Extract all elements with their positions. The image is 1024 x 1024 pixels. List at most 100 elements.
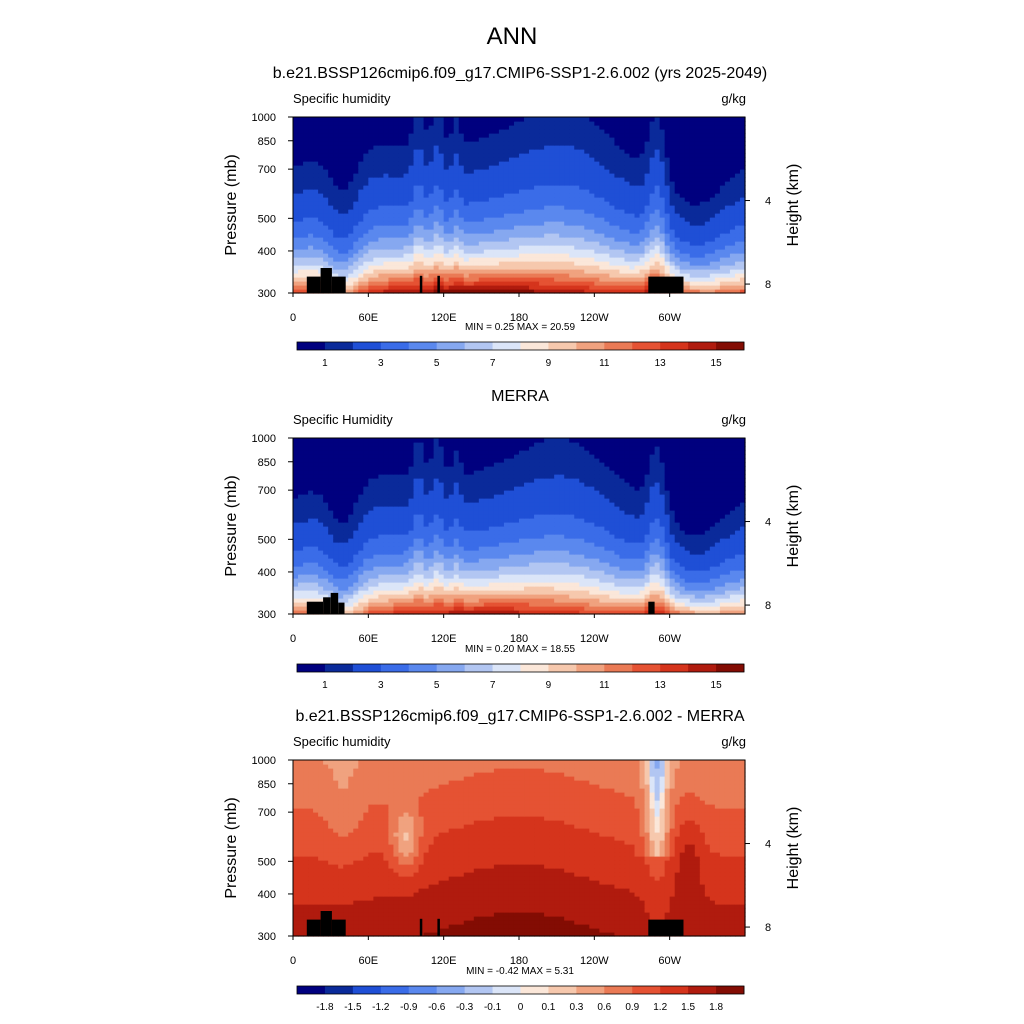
heatmap-cell [343,149,349,154]
heatmap-cell [544,193,550,198]
heatmap-cell [483,289,490,294]
heatmap-cell [694,233,701,238]
heatmap-cell [333,141,339,146]
heatmap-cell [574,586,580,591]
x-tick-label: 60W [658,312,681,324]
heatmap-cell [719,161,726,166]
heatmap-cell [483,125,490,130]
heatmap-cell [473,225,480,230]
heatmap-cell [679,586,686,591]
heatmap-cell [684,153,691,158]
heatmap-cell [574,157,580,162]
heatmap-cell [473,189,480,194]
heatmap-cell [508,257,515,262]
heatmap-cell [634,289,641,294]
heatmap-cell [423,285,430,290]
heatmap-cell [689,169,696,174]
heatmap-cell [674,253,681,258]
heatmap-cell [664,610,671,615]
heatmap-cell [639,598,646,603]
heatmap-cell [293,161,299,166]
heatmap-cell [433,289,440,294]
heatmap-cell [413,145,420,150]
heatmap-cell [639,177,646,182]
heatmap-cell [694,125,701,130]
heatmap-cell [544,598,550,603]
heatmap-cell [293,185,299,190]
heatmap-cell [463,241,470,246]
heatmap-cell [699,590,706,595]
heatmap-cell [388,173,395,178]
heatmap-cell [293,602,299,607]
heatmap-cell [594,161,600,166]
heatmap-cell [458,245,465,250]
heatmap-cell [378,257,384,262]
heatmap-cell [388,121,395,126]
heatmap-cell [599,137,605,142]
heatmap-cell [549,221,555,226]
heatmap-cell [584,209,590,214]
heatmap-cell [534,245,540,250]
heatmap-cell [549,117,555,122]
heatmap-cell [498,269,505,274]
heatmap-cell [659,197,666,202]
heatmap-cell [544,590,550,595]
heatmap-cell [719,265,726,270]
heatmap-cell [493,177,500,182]
heatmap-cell [619,590,626,595]
heatmap-cell [308,121,314,126]
heatmap-cell [393,125,400,130]
heatmap-cell [624,277,631,282]
heatmap-cell [619,177,626,182]
heatmap-cell [534,121,540,126]
heatmap-cell [413,197,420,202]
heatmap-cell [313,241,319,246]
heatmap-cell [654,253,661,258]
heatmap-cell [724,145,731,150]
heatmap-cell [519,177,525,182]
heatmap-cell [298,125,304,130]
heatmap-cell [308,253,314,258]
heatmap-cell [729,161,736,166]
heatmap-cell [468,253,475,258]
heatmap-cell [418,213,425,218]
heatmap-cell [614,253,621,258]
heatmap-cell [694,225,701,230]
heatmap-cell [453,277,460,282]
heatmap-cell [529,217,535,222]
heatmap-cell [659,253,666,258]
heatmap-cell [313,193,319,198]
heatmap-cell [724,257,731,262]
heatmap-cell [639,277,646,282]
heatmap-cell [393,285,400,290]
heatmap-cell [539,157,545,162]
heatmap-cell [684,229,691,234]
heatmap-cell [353,277,359,282]
heatmap-cell [373,189,379,194]
heatmap-cell [468,161,475,166]
heatmap-cell [308,245,314,250]
heatmap-cell [719,221,726,226]
heatmap-cell [308,149,314,154]
heatmap-cell [333,578,339,583]
heatmap-cell [609,185,616,190]
heatmap-cell [508,225,515,230]
heatmap-cell [614,237,621,242]
heatmap-cell [403,141,410,146]
heatmap-cell [468,141,475,146]
heatmap-cell [338,241,344,246]
heatmap-cell [579,245,585,250]
heatmap-cell [433,121,440,126]
heatmap-cell [478,137,485,142]
heatmap-cell [584,177,590,182]
heatmap-cell [403,205,410,210]
heatmap-cell [704,177,711,182]
heatmap-cell [368,582,374,587]
heatmap-cell [659,249,666,254]
heatmap-cell [433,245,440,250]
heatmap-cell [363,225,369,230]
heatmap-cell [443,201,450,206]
heatmap-cell [579,141,585,146]
heatmap-cell [729,165,736,170]
heatmap-cell [709,249,716,254]
